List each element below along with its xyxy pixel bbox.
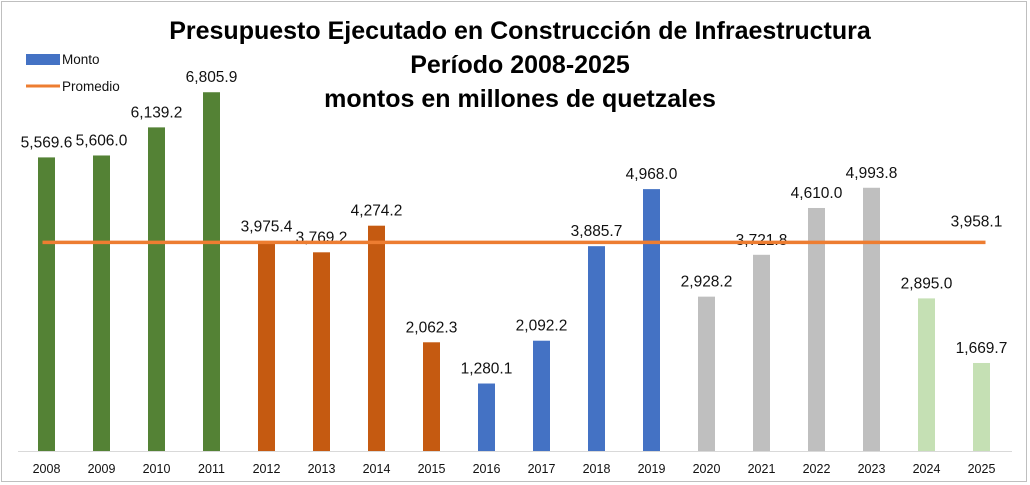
x-tick-2019: 2019: [638, 462, 666, 476]
x-axis-ticks: 2008 2009 2010 2011 2012 2013 2014 2015 2016 2017…: [33, 462, 996, 476]
bar-label-2024: 2,895.0: [901, 275, 953, 292]
bar-2011: [203, 92, 220, 451]
x-tick-2021: 2021: [748, 462, 776, 476]
bar-2018: [588, 246, 605, 451]
x-tick-2016: 2016: [473, 462, 501, 476]
bar-label-2018: 3,885.7: [571, 223, 623, 240]
bar-label-2023: 4,993.8: [846, 165, 898, 182]
bar-label-2008: 5,569.6: [21, 134, 73, 151]
average-value-label: 3,958.1: [951, 213, 1003, 230]
x-tick-2025: 2025: [968, 462, 996, 476]
bar-label-2016: 1,280.1: [461, 361, 513, 378]
bar-label-2017: 2,092.2: [516, 318, 568, 335]
x-tick-2013: 2013: [308, 462, 336, 476]
x-tick-2024: 2024: [913, 462, 941, 476]
bar-label-2015: 2,062.3: [406, 319, 458, 336]
bar-label-2019: 4,968.0: [626, 166, 678, 183]
bar-label-2011: 6,805.9: [186, 69, 238, 86]
bar-label-2012: 3,975.4: [241, 218, 293, 235]
x-tick-2008: 2008: [33, 462, 61, 476]
chart-title-line-2: Período 2008-2025: [410, 51, 630, 79]
bar-labels: 5,569.6 5,606.06,139.26,805.93,975.43,769…: [21, 69, 1008, 377]
bar-2020: [698, 296, 715, 451]
bar-label-2021: 3,721.8: [736, 232, 788, 249]
x-tick-2023: 2023: [858, 462, 886, 476]
bar-2015: [423, 342, 440, 451]
bar-2022: [808, 207, 825, 451]
bar-2013: [313, 252, 330, 451]
bar-label-2022: 4,610.0: [791, 185, 843, 202]
bar-2008: [38, 157, 55, 451]
legend: Monto Promedio: [26, 52, 120, 94]
x-tick-2011: 2011: [198, 462, 225, 476]
bar-2017: [533, 340, 550, 451]
x-tick-2022: 2022: [803, 462, 831, 476]
bar-label-2014: 4,274.2: [351, 203, 403, 220]
x-tick-2015: 2015: [418, 462, 446, 476]
bar-2016: [478, 383, 495, 451]
legend-swatch-monto: [26, 54, 60, 65]
bar-2009: [93, 155, 110, 452]
bar-2012: [258, 241, 275, 451]
bar-label-2009: 5,606.0: [76, 132, 128, 149]
chart-title: Presupuesto Ejecutado en Construcción de…: [120, 14, 920, 116]
bar-label-2025: 1,669.7: [956, 340, 1008, 357]
bar-label-2010: 6,139.2: [131, 104, 183, 121]
x-tick-2017: 2017: [528, 462, 556, 476]
x-tick-2018: 2018: [583, 462, 611, 476]
x-tick-2020: 2020: [693, 462, 721, 476]
chart-title-line-3: montos en millones de quetzales: [324, 85, 716, 113]
bar-2010: [148, 127, 165, 451]
x-tick-2009: 2009: [88, 462, 116, 476]
bars: [38, 92, 990, 452]
bar-2025: [973, 362, 990, 451]
legend-label-monto: Monto: [62, 52, 100, 67]
legend-label-promedio: Promedio: [62, 79, 120, 94]
bar-2024: [918, 298, 935, 451]
bar-2023: [863, 187, 880, 451]
chart-title-line-1: Presupuesto Ejecutado en Construcción de…: [169, 17, 871, 45]
bar-2019: [643, 189, 660, 452]
x-tick-2012: 2012: [253, 462, 281, 476]
bar-2014: [368, 225, 385, 451]
x-tick-2010: 2010: [143, 462, 171, 476]
bar-label-2020: 2,928.2: [681, 274, 733, 291]
bar-2021: [753, 254, 770, 451]
x-tick-2014: 2014: [363, 462, 391, 476]
